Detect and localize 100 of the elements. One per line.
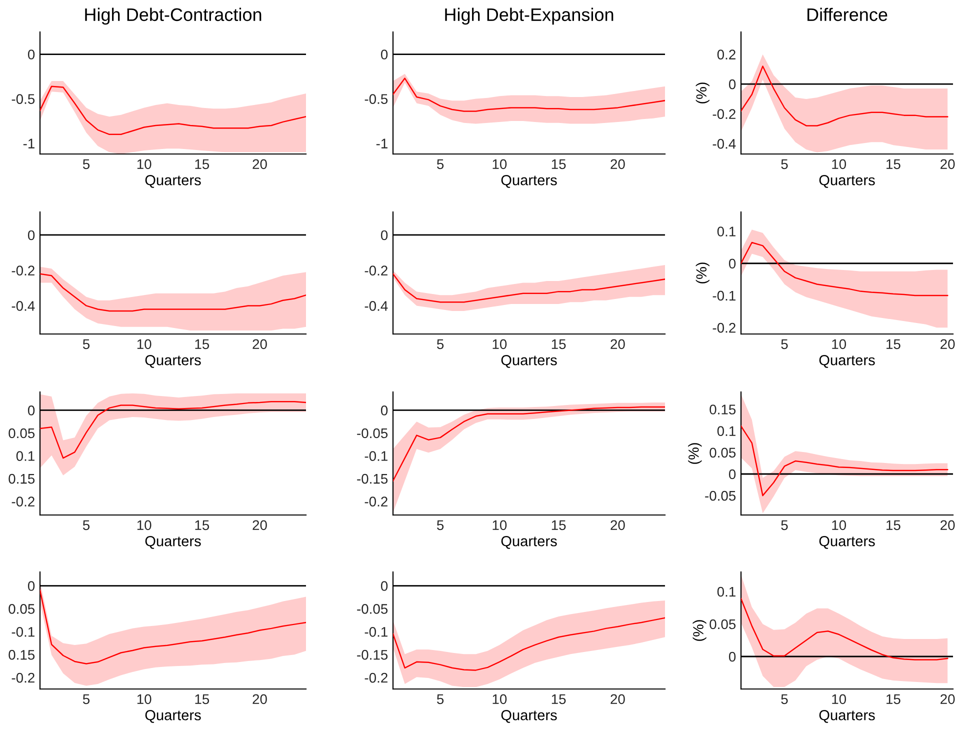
line-series bbox=[393, 617, 665, 671]
x-axis-title: Quarters bbox=[145, 354, 201, 368]
x-tick-label: 15 bbox=[552, 339, 566, 350]
y-tick-label: 0 bbox=[380, 406, 388, 416]
x-tick-label: 5 bbox=[82, 520, 90, 530]
y-axis-title: (%) bbox=[688, 443, 702, 464]
x-axis-title: Quarters bbox=[501, 174, 557, 188]
y-tick-label: 0.1 bbox=[717, 586, 736, 597]
x-tick-label: 10 bbox=[492, 520, 507, 530]
x-tick-label: 5 bbox=[82, 339, 90, 350]
x-tick-label: 5 bbox=[82, 694, 90, 704]
x-axis-title: Quarters bbox=[819, 536, 875, 549]
line-series bbox=[393, 78, 665, 112]
line-series bbox=[40, 86, 306, 136]
x-tick-label: 10 bbox=[492, 339, 507, 350]
x-tick-label: 20 bbox=[940, 339, 955, 350]
x-tick-label: 15 bbox=[886, 339, 900, 350]
y-tick-label: 0 bbox=[380, 581, 388, 591]
y-tick-label: -0.05 bbox=[357, 604, 388, 614]
x-axis-title: Quarters bbox=[145, 536, 201, 549]
x-tick-label: 10 bbox=[832, 339, 846, 350]
x-tick-label: 20 bbox=[610, 159, 625, 170]
x-tick-label: 20 bbox=[940, 694, 955, 704]
x-tick-label: 15 bbox=[195, 159, 210, 170]
line-series bbox=[40, 273, 306, 312]
x-tick-label: 15 bbox=[195, 339, 210, 350]
x-tick-label: 15 bbox=[195, 520, 210, 530]
y-tick-label: 0 bbox=[28, 230, 35, 240]
y-tick-label: -0.4 bbox=[712, 138, 736, 149]
x-axis-title: Quarters bbox=[501, 536, 557, 549]
y-tick-label: -0.2 bbox=[12, 672, 34, 683]
y-tick-label: 0 bbox=[28, 406, 35, 416]
x-tick-label: 5 bbox=[781, 694, 788, 704]
x-tick-label: 20 bbox=[252, 339, 267, 350]
x-axis-title: Quarters bbox=[819, 354, 875, 368]
x-tick-label: 20 bbox=[940, 159, 955, 170]
y-tick-label: -0.4 bbox=[12, 301, 35, 311]
y-tick-label: -0.05 bbox=[357, 428, 388, 438]
x-tick-label: 10 bbox=[832, 159, 846, 170]
x-tick-label: 10 bbox=[137, 339, 152, 350]
y-axis-title: (%) bbox=[692, 620, 706, 641]
y-tick-label: -0.2 bbox=[364, 672, 388, 683]
chart-title: High Debt-Contraction bbox=[85, 8, 262, 25]
line-series bbox=[741, 66, 948, 126]
y-tick-label: -0.2 bbox=[712, 109, 736, 119]
x-axis-title: Quarters bbox=[145, 174, 201, 188]
y-tick-label: -0.2 bbox=[12, 266, 34, 276]
y-tick-label: 0.15 bbox=[8, 474, 35, 484]
y-tick-label: -0.1 bbox=[712, 290, 736, 301]
x-tick-label: 10 bbox=[832, 520, 846, 530]
x-axis-title: Quarters bbox=[145, 710, 201, 723]
x-tick-label: 5 bbox=[437, 339, 444, 350]
line-series bbox=[741, 242, 948, 296]
y-tick-label: 0.1 bbox=[16, 451, 34, 461]
y-tick-label: -0.1 bbox=[364, 626, 388, 637]
x-tick-label: 10 bbox=[137, 520, 152, 530]
y-axis-title: (%) bbox=[696, 262, 710, 284]
x-axis-title: Quarters bbox=[819, 174, 875, 188]
y-tick-label: 0.15 bbox=[710, 404, 736, 414]
x-tick-label: 15 bbox=[886, 159, 900, 170]
x-tick-label: 5 bbox=[437, 159, 444, 170]
y-tick-label: 0 bbox=[380, 50, 388, 60]
line-series bbox=[741, 425, 948, 496]
y-tick-label: 0 bbox=[728, 79, 736, 90]
y-tick-label: -0.2 bbox=[712, 322, 736, 333]
x-tick-label: 15 bbox=[552, 694, 566, 704]
y-tick-label: 0.2 bbox=[717, 50, 736, 60]
x-tick-label: 15 bbox=[886, 694, 900, 704]
chart-title: High Debt-Expansion bbox=[445, 8, 614, 25]
y-tick-label: 0 bbox=[728, 652, 736, 662]
y-tick-label: 0 bbox=[28, 50, 35, 60]
x-tick-label: 10 bbox=[137, 694, 152, 704]
x-tick-label: 20 bbox=[252, 520, 267, 530]
y-tick-label: -0.2 bbox=[364, 266, 388, 276]
x-tick-label: 5 bbox=[781, 159, 788, 170]
x-tick-label: 10 bbox=[832, 694, 846, 704]
x-tick-label: 5 bbox=[781, 520, 788, 530]
y-tick-label: -1 bbox=[23, 138, 34, 148]
x-tick-label: 20 bbox=[610, 339, 625, 350]
y-tick-label: -0.2 bbox=[12, 496, 34, 507]
x-tick-label: 20 bbox=[940, 520, 955, 530]
y-tick-label: 0 bbox=[380, 230, 388, 240]
x-tick-label: 10 bbox=[492, 694, 507, 704]
y-tick-label: -0.2 bbox=[364, 496, 388, 507]
x-tick-label: 15 bbox=[886, 520, 900, 530]
line-series bbox=[393, 273, 665, 303]
x-axis-title: Quarters bbox=[501, 354, 557, 368]
y-tick-label: 0.05 bbox=[8, 604, 35, 614]
y-tick-label: 0.1 bbox=[717, 226, 736, 236]
x-tick-label: 5 bbox=[437, 520, 444, 530]
y-tick-label: 0.15 bbox=[8, 650, 35, 660]
y-tick-label: -0.1 bbox=[364, 451, 388, 461]
y-tick-label: -0.1 bbox=[12, 626, 34, 637]
x-tick-label: 5 bbox=[82, 159, 90, 170]
line-series bbox=[393, 406, 665, 482]
chart-title: Difference bbox=[807, 8, 888, 22]
line-series bbox=[40, 400, 306, 459]
y-tick-label: -0.15 bbox=[357, 650, 388, 660]
y-tick-label: 0.05 bbox=[8, 428, 35, 438]
y-tick-label: -0.05 bbox=[705, 490, 736, 501]
